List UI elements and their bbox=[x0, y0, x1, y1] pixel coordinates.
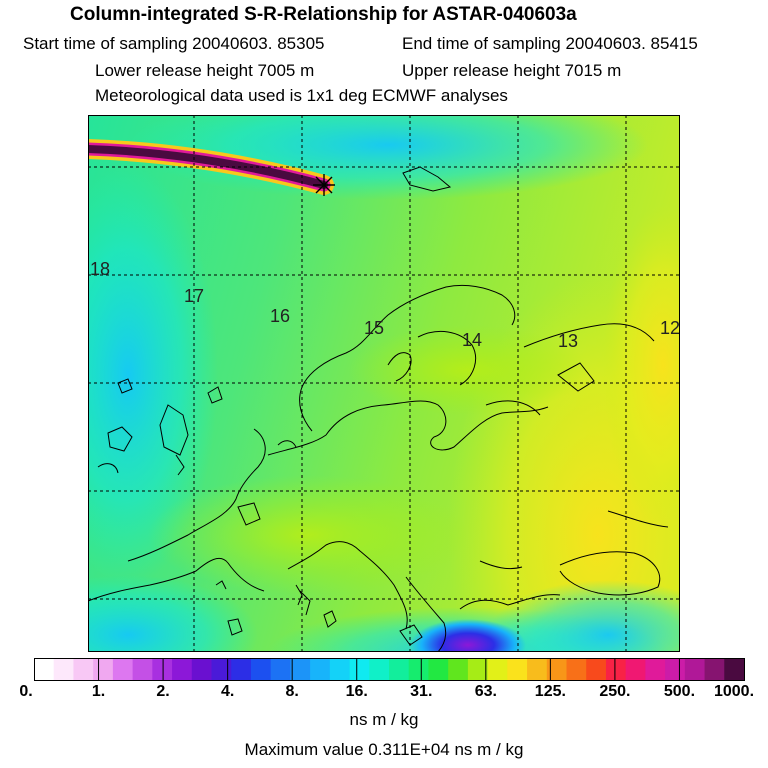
colorbar-cell bbox=[684, 659, 706, 681]
colorbar-cell bbox=[349, 659, 370, 681]
contour-label: 18 bbox=[90, 259, 110, 279]
colorbar-cell bbox=[389, 659, 410, 681]
colorbar-tick-label: 63. bbox=[474, 683, 497, 700]
colorbar-cell bbox=[546, 659, 568, 681]
colorbar-cell bbox=[507, 659, 528, 681]
colorbar-cell bbox=[34, 659, 55, 681]
colorbar-cell bbox=[152, 659, 173, 681]
colorbar-tick-label: 0. bbox=[19, 683, 33, 700]
colorbar-cell bbox=[172, 659, 193, 681]
colorbar-cells bbox=[34, 659, 745, 681]
colorbar-cell bbox=[586, 659, 607, 681]
colorbar-cell bbox=[250, 659, 272, 681]
peak-blob bbox=[410, 619, 526, 652]
release-star-marker bbox=[313, 174, 335, 196]
chart-title: Column-integrated S-R-Relationship for A… bbox=[70, 4, 577, 25]
plume-core bbox=[88, 145, 328, 189]
colorbar-cell bbox=[645, 659, 666, 681]
contour-label: 13 bbox=[558, 331, 578, 351]
colorbar-tick-label: 125. bbox=[534, 683, 566, 700]
colorbar-cell bbox=[448, 659, 469, 681]
colorbar-cell bbox=[132, 659, 153, 681]
met-data-label: Meteorological data used is 1x1 deg ECMW… bbox=[95, 86, 508, 105]
colorbar-cell bbox=[270, 659, 291, 681]
lower-release-label: Lower release height 7005 m bbox=[95, 61, 315, 80]
colorbar-cell bbox=[408, 659, 430, 681]
start-time-label: Start time of sampling 20040603. 85305 bbox=[23, 34, 325, 53]
colorbar-cell bbox=[73, 659, 94, 681]
end-time-label: End time of sampling 20040603. 85415 bbox=[402, 34, 698, 53]
contour-label: 16 bbox=[270, 306, 290, 326]
colorbar-tick-label: 1. bbox=[91, 683, 106, 700]
colorbar-cell bbox=[566, 659, 587, 681]
colorbar-cell bbox=[704, 659, 725, 681]
colorbar-cell bbox=[665, 659, 686, 681]
colorbar-tick-label: 4. bbox=[220, 683, 235, 700]
max-value-label: Maximum value 0.311E+04 ns m / kg bbox=[244, 740, 524, 759]
colorbar-cell bbox=[625, 659, 646, 681]
colorbar-unit: ns m / kg bbox=[349, 710, 419, 729]
colorbar-tick-label: 8. bbox=[285, 683, 299, 700]
map-panel: 18 17 16 15 14 13 12 bbox=[88, 115, 680, 652]
colorbar-cell bbox=[290, 659, 311, 681]
low-value-region-west bbox=[88, 165, 218, 585]
colorbar-tick-label: 1000. bbox=[713, 683, 755, 700]
lat-lon-grid bbox=[88, 115, 680, 652]
colorbar-cell bbox=[93, 659, 114, 681]
colorbar-tick-label: 2. bbox=[156, 683, 170, 700]
contour-label: 15 bbox=[364, 318, 384, 338]
colorbar-cell bbox=[112, 659, 134, 681]
contour-label: 12 bbox=[660, 318, 680, 338]
colorbar-cell bbox=[231, 659, 252, 681]
colorbar-tick-label: 31. bbox=[410, 683, 433, 700]
colorbar-tick-label: 250. bbox=[599, 683, 631, 700]
colorbar-cell bbox=[369, 659, 390, 681]
colorbar-cell bbox=[605, 659, 627, 681]
colorbar-cell bbox=[527, 659, 548, 681]
contour-label: 14 bbox=[462, 330, 482, 350]
colorbar-cell bbox=[310, 659, 331, 681]
colorbar-cell bbox=[487, 659, 508, 681]
upper-release-label: Upper release height 7015 m bbox=[402, 61, 622, 80]
colorbar-cell bbox=[428, 659, 449, 681]
map-frame bbox=[88, 115, 680, 652]
colorbar-cell bbox=[329, 659, 351, 681]
colorbar-cell bbox=[724, 659, 745, 681]
colorbar-tick-label: 500. bbox=[663, 683, 696, 700]
colorbar-cell bbox=[53, 659, 75, 681]
colorbar-tick-label: 16. bbox=[345, 683, 368, 700]
colorbar bbox=[34, 658, 745, 681]
colorbar-cell bbox=[467, 659, 489, 681]
colorbar-cell bbox=[191, 659, 213, 681]
contour-label: 17 bbox=[184, 286, 204, 306]
colorbar-cell bbox=[211, 659, 232, 681]
